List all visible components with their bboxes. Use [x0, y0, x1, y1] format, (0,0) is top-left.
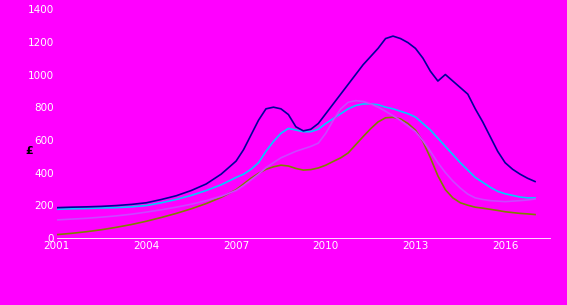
Emerald	[53, 218, 60, 222]
Moranbah	[390, 116, 396, 119]
Port Hedland	[450, 79, 456, 83]
Moranbah	[53, 233, 60, 236]
Port Hedland	[53, 206, 60, 210]
Port Hedland	[248, 133, 255, 137]
Karratha	[248, 167, 255, 171]
Port Hedland	[367, 55, 374, 58]
Moranbah	[532, 213, 539, 216]
Karratha	[450, 153, 456, 156]
Emerald	[450, 179, 456, 183]
Port Hedland	[390, 34, 396, 38]
Moranbah	[375, 120, 382, 124]
Emerald	[382, 109, 389, 113]
Text: £: £	[26, 146, 33, 156]
Port Hedland	[494, 149, 501, 153]
Moranbah	[248, 176, 255, 180]
Line: Moranbah: Moranbah	[57, 117, 535, 235]
Port Hedland	[375, 47, 382, 50]
Karratha	[359, 102, 366, 106]
Emerald	[352, 99, 359, 102]
Emerald	[532, 197, 539, 201]
Moranbah	[450, 196, 456, 200]
Emerald	[397, 119, 404, 122]
Karratha	[375, 103, 382, 106]
Karratha	[382, 105, 389, 109]
Emerald	[248, 178, 255, 182]
Line: Emerald: Emerald	[57, 101, 535, 220]
Emerald	[375, 105, 382, 109]
Line: Karratha: Karratha	[57, 104, 535, 209]
Karratha	[53, 207, 60, 211]
Emerald	[494, 199, 501, 203]
Karratha	[494, 189, 501, 193]
Port Hedland	[397, 37, 404, 40]
Port Hedland	[532, 180, 539, 183]
Line: Port Hedland: Port Hedland	[57, 36, 535, 208]
Karratha	[532, 196, 539, 200]
Moranbah	[397, 117, 404, 121]
Karratha	[397, 109, 404, 113]
Moranbah	[494, 209, 501, 212]
Moranbah	[367, 127, 374, 131]
